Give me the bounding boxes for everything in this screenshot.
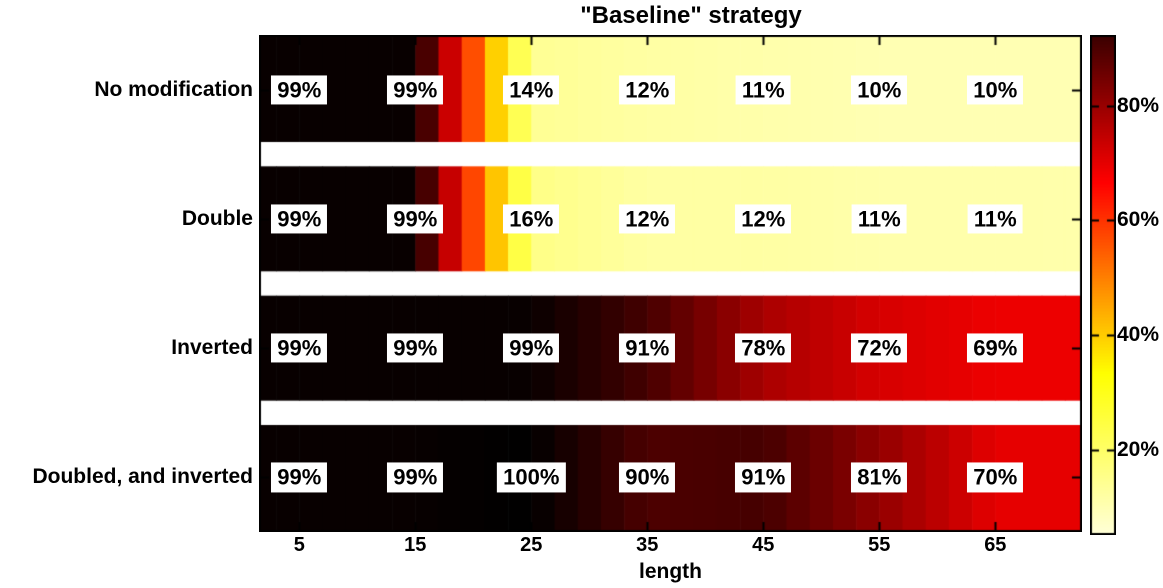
x-tick-label: 25 [520,534,543,556]
cell-value-label: 81% [851,462,908,493]
cell-value-label: 12% [619,204,676,234]
cell-value-label: 99% [271,204,328,234]
cell-value-label: 70% [967,462,1024,493]
cell-value-label: 11% [735,74,791,105]
cell-value-label: 99% [271,333,328,363]
colorbar-tick-label: 20% [1117,437,1160,461]
cell-value-label: 99% [387,204,444,234]
cell-value-label: 72% [851,333,908,363]
colorbar-tick-label: 40% [1117,323,1160,347]
colorbar [1090,35,1116,535]
cell-value-label: 16% [503,204,560,234]
cell-value-label: 11% [851,204,907,234]
cell-value-label: 12% [619,74,676,105]
row-label: Inverted [171,336,253,360]
cell-value-label: 99% [387,74,444,105]
row-label: Doubled, and inverted [32,465,253,489]
cell-value-label: 100% [497,462,566,493]
cell-value-label: 99% [271,74,328,105]
heatmap-canvas [259,35,1082,532]
cell-value-label: 99% [271,462,328,493]
cell-value-label: 91% [619,333,676,363]
x-tick-label: 45 [752,534,775,556]
cell-value-label: 14% [503,74,560,105]
cell-value-label: 99% [387,333,444,363]
x-tick-label: 55 [868,534,891,556]
cell-value-label: 10% [851,74,908,105]
x-tick-label: 35 [636,534,659,556]
cell-value-label: 99% [503,333,560,363]
x-tick-label: 15 [404,534,427,556]
cell-value-label: 78% [735,333,792,363]
row-label: No modification [94,77,253,101]
cell-value-label: 69% [967,333,1024,363]
colorbar-tick-label: 60% [1117,208,1160,232]
cell-value-label: 91% [735,462,792,493]
cell-value-label: 99% [387,462,444,493]
cell-value-label: 90% [619,462,676,493]
row-label: Double [181,206,253,230]
x-axis-title: length [639,560,702,583]
colorbar-tick-label: 80% [1117,93,1160,117]
x-tick-label: 5 [293,534,305,556]
x-tick-label: 65 [984,534,1007,556]
cell-value-label: 10% [967,74,1024,105]
cell-value-label: 11% [967,204,1023,234]
cell-value-label: 12% [735,204,792,234]
chart-title: "Baseline" strategy [580,2,802,29]
